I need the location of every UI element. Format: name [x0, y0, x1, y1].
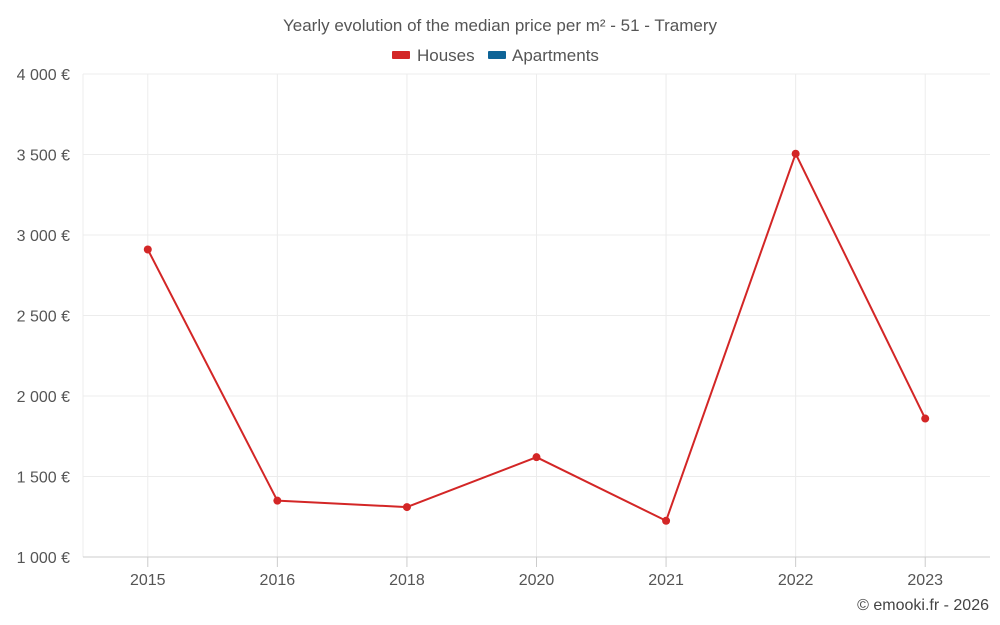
y-tick-label: 3 500 € — [17, 148, 70, 165]
y-tick-label: 2 500 € — [17, 309, 70, 326]
y-tick-label: 1 500 € — [17, 470, 70, 487]
x-tick-label: 2022 — [778, 572, 814, 589]
credit-text: © emooki.fr - 2026 — [857, 597, 989, 614]
y-tick-label: 3 000 € — [17, 228, 70, 245]
x-tick-label: 2015 — [130, 572, 166, 589]
x-tick-label: 2018 — [389, 572, 425, 589]
y-tick-label: 1 000 € — [17, 550, 70, 567]
data-point-houses-2016[interactable] — [273, 496, 282, 505]
legend-label-houses: Houses — [417, 46, 475, 65]
x-axis: 2015 2016 2018 2020 2021 2022 2023 — [83, 556, 990, 589]
legend-item-apartments[interactable]: Apartments — [488, 46, 599, 65]
chart-title: Yearly evolution of the median price per… — [283, 16, 718, 35]
legend-swatch-apartments — [488, 51, 506, 59]
data-point-houses-2023[interactable] — [921, 414, 930, 423]
data-point-houses-2020[interactable] — [532, 453, 541, 462]
y-axis: 1 000 € 1 500 € 2 000 € 2 500 € 3 000 € 3 500… — [17, 67, 70, 567]
grid-lines — [82, 73, 990, 557]
x-tick-label: 2023 — [907, 572, 943, 589]
data-point-houses-2018[interactable] — [402, 503, 411, 512]
x-tick-label: 2016 — [260, 572, 296, 589]
y-tick-label: 2 000 € — [17, 389, 70, 406]
data-point-houses-2022[interactable] — [791, 149, 800, 158]
legend-item-houses[interactable]: Houses — [392, 46, 475, 65]
x-tick-label: 2020 — [519, 572, 555, 589]
legend: Houses Apartments — [392, 46, 599, 65]
data-point-houses-2015[interactable] — [143, 245, 152, 254]
legend-label-apartments: Apartments — [512, 46, 599, 65]
data-point-houses-2021[interactable] — [662, 516, 671, 525]
x-tick-label: 2021 — [648, 572, 684, 589]
plot-area — [143, 149, 930, 525]
y-tick-label: 4 000 € — [17, 67, 70, 84]
legend-swatch-houses — [392, 51, 410, 59]
